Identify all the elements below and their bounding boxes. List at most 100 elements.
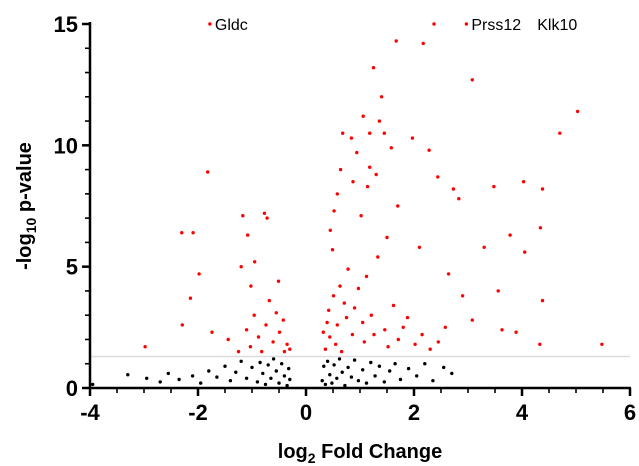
significant-point-16 [382,131,386,135]
significant-point-6 [470,78,474,82]
significant-point-20 [368,165,372,169]
significant-point-84 [413,342,417,346]
not-significant-point-53 [398,377,403,382]
x-tick-label: 0 [300,400,312,425]
not-significant-point-7 [199,381,203,385]
not-significant-point-46 [364,381,369,385]
not-significant-point-8 [207,369,211,373]
significant-point-115 [420,332,424,337]
significant-point-22 [206,170,210,174]
significant-point-34 [332,209,336,213]
not-significant-point-55 [415,374,419,378]
significant-point-29 [451,187,456,191]
significant-point-35 [241,214,245,218]
significant-point-64 [600,342,604,346]
significant-point-33 [396,204,400,208]
not-significant-point-5 [177,377,181,382]
significant-point-42 [246,233,250,237]
significant-point-9 [361,114,365,118]
not-significant-point-20 [266,363,270,367]
significant-point-58 [540,298,545,303]
y-tick-label: 5 [66,255,78,280]
significant-point-88 [334,342,338,346]
significant-point-104 [288,347,292,351]
significant-point-114 [401,325,405,329]
significant-point-14 [349,136,354,140]
not-significant-point-1 [126,373,130,377]
not-significant-point-38 [337,357,342,361]
not-significant-point-14 [244,376,249,380]
significant-point-111 [362,340,366,344]
not-significant-point-0 [91,382,95,387]
significant-point-78 [342,301,346,305]
not-significant-point-39 [340,370,344,374]
significant-points [143,22,604,354]
significant-point-53 [364,274,369,279]
significant-point-21 [338,167,343,172]
not-significant-point-47 [369,360,373,365]
not-significant-point-24 [277,381,281,385]
significant-point-36 [262,211,267,215]
not-significant-point-31 [322,364,326,368]
not-significant-point-22 [271,357,276,361]
not-significant-point-21 [269,376,273,380]
significant-point-85 [428,347,432,351]
not-significant-point-26 [282,374,287,378]
significant-point-38 [359,214,363,218]
significant-point-81 [369,313,373,317]
not-significant-point-3 [158,380,162,384]
not-significant-point-48 [373,374,377,378]
significant-point-39 [180,231,184,235]
not-significant-point-56 [423,362,427,366]
significant-point-107 [331,294,336,298]
not-significant-point-37 [335,376,339,380]
y-tick-label: 10 [54,133,78,158]
significant-point-54 [276,279,281,283]
x-tick-label: 2 [408,400,420,425]
significant-point-26 [492,184,496,189]
x-tick-label: 4 [516,400,529,425]
not-significant-point-36 [332,363,336,367]
not-significant-point-49 [377,364,382,368]
significant-point-59 [249,284,253,288]
y-axis-ticks: 0 5 10 15 [54,12,90,401]
not-significant-point-43 [352,358,357,362]
significant-point-74 [346,267,350,271]
not-significant-point-29 [288,377,292,382]
significant-point-75 [376,255,380,259]
significant-point-89 [339,349,344,354]
significant-point-69 [356,286,361,291]
not-significant-point-12 [234,370,238,374]
not-significant-point-57 [431,379,435,383]
significant-point-80 [361,320,365,325]
significant-point-90 [285,342,289,346]
gene-annotations: Gldc Prss12 Klk10 [215,17,578,34]
significant-point-109 [344,315,349,320]
not-significant-points [91,357,454,388]
significant-point-27 [521,180,526,184]
significant-point-98 [274,311,278,315]
significant-point-48 [523,250,527,254]
not-significant-point-34 [328,373,332,377]
not-significant-point-50 [382,380,386,384]
x-axis-ticks: -4 -2 0 2 4 6 [80,388,636,425]
significant-point-45 [385,235,389,240]
significant-point-55 [496,289,500,293]
not-significant-point-9 [215,375,219,379]
not-significant-point-6 [190,374,195,378]
significant-point-71 [405,315,410,320]
significant-point-11 [558,131,562,135]
significant-point-67 [210,330,214,334]
significant-point-72 [281,318,285,322]
not-significant-point-18 [261,371,265,376]
significant-point-108 [338,284,342,288]
significant-point-30 [365,184,370,189]
significant-point-66 [180,323,184,327]
not-significant-point-16 [255,380,260,384]
significant-point-77 [335,323,339,327]
significant-point-101 [252,313,256,317]
significant-point-94 [256,335,261,339]
significant-point-62 [514,330,518,334]
significant-point-70 [391,303,396,308]
